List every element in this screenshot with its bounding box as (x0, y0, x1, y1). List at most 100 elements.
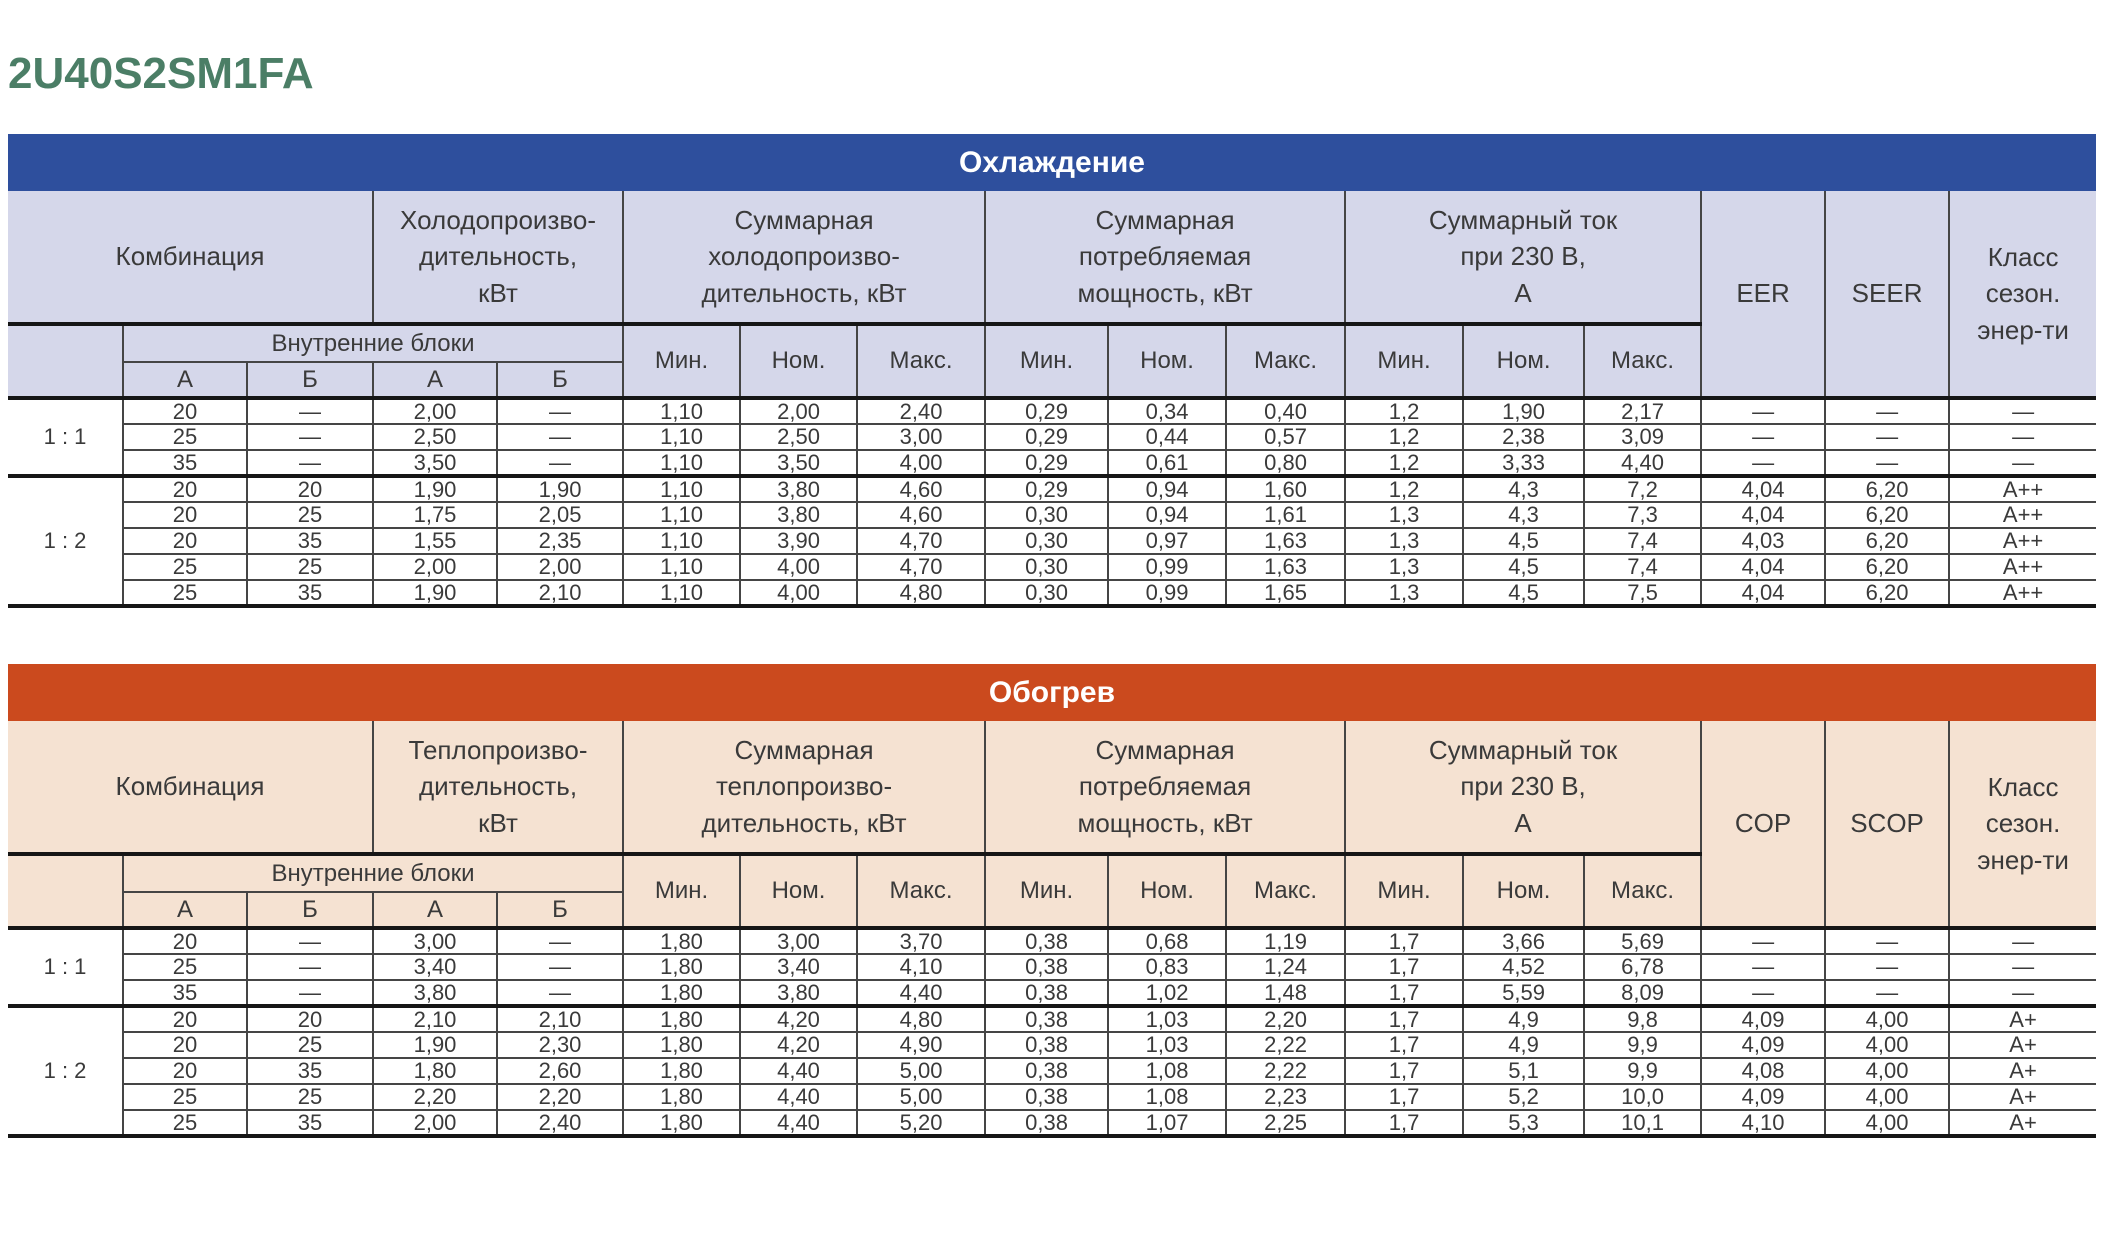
cell: 4,40 (739, 1057, 859, 1086)
cell: 2,22 (1225, 1057, 1347, 1086)
cell: 1,10 (622, 474, 742, 504)
cell: 0,40 (1225, 397, 1347, 426)
cell: 4,08 (1700, 1057, 1827, 1086)
cell: 9,9 (1583, 1031, 1703, 1060)
cell: 1,3 (1344, 501, 1465, 530)
combination-header: Комбинация (8, 191, 375, 327)
cell: 4,00 (1824, 1031, 1951, 1060)
capacity-header: Холодопроизво- дительность, кВт (372, 191, 625, 327)
cell: — (496, 979, 625, 1008)
cell: 1,75 (372, 501, 499, 530)
cell: — (1824, 953, 1951, 982)
cell: 0,94 (1107, 474, 1228, 504)
cell: 6,20 (1824, 501, 1951, 530)
cell: — (1700, 927, 1827, 956)
cell: — (245, 979, 375, 1008)
cell: 20 (123, 501, 248, 530)
cell: — (1948, 449, 2097, 478)
cell: 5,3 (1462, 1109, 1586, 1139)
cell: 3,70 (856, 927, 987, 956)
cell: — (1824, 423, 1951, 452)
cell: — (245, 449, 375, 478)
cell: 1,7 (1344, 1004, 1465, 1034)
cell: A+ (1948, 1004, 2097, 1034)
table-row: 25—2,50—1,10 2,50 3,00 0,29 0,44 0,57 1,2 2,38 3… (8, 423, 2097, 452)
cell: 1,08 (1107, 1083, 1228, 1112)
cell: 5,69 (1583, 927, 1703, 956)
cell: 5,2 (1462, 1083, 1586, 1112)
table-row: 20 35 1,55 2,35 1,10 3,90 4,70 0,30 0,97 1,63 1,3 4… (8, 527, 2097, 556)
header-row-ab: А Б А Б (8, 361, 2096, 401)
cell: 4,9 (1462, 1004, 1586, 1034)
cell: A++ (1948, 527, 2097, 556)
cell: 0,29 (984, 449, 1110, 478)
cell: 0,99 (1107, 579, 1228, 609)
nom-header: Ном. (1107, 323, 1228, 401)
cell: 20 (122, 397, 248, 426)
table-row: 25 35 1,90 2,10 1,10 4,00 4,80 0,30 0,99 1,65 1,3 4… (8, 579, 2097, 609)
total-capacity-header: Суммарная холодопроизво- дительность, кВ… (622, 191, 987, 327)
cell: — (1948, 927, 2097, 956)
cell: 2,17 (1583, 397, 1703, 426)
cell: 4,00 (856, 449, 987, 478)
min-header: Мин. (984, 853, 1110, 931)
min-header: Мин. (1344, 853, 1465, 931)
cell: 7,5 (1583, 579, 1703, 609)
cell: 1,19 (1225, 927, 1347, 956)
unit-b-header: Б (245, 361, 375, 401)
cell: 2,10 (372, 1004, 499, 1034)
header-row-ab: А Б А Б (8, 891, 2096, 931)
cell: 1,08 (1107, 1057, 1228, 1086)
cell: — (496, 953, 625, 982)
cell: 20 (245, 1004, 375, 1034)
cell: 1,90 (1462, 397, 1586, 426)
cell: 1,03 (1107, 1031, 1228, 1060)
min-header: Мин. (622, 323, 742, 401)
cell: 0,38 (984, 1057, 1110, 1086)
cell: 4,04 (1700, 501, 1827, 530)
cell: A++ (1948, 579, 2097, 609)
cop-header: COP (1700, 721, 1827, 931)
capacity-header: Теплопроизво- дительность, кВт (372, 721, 625, 857)
cell: 4,00 (1824, 1083, 1951, 1112)
cell: 25 (245, 1083, 375, 1112)
indoor-units-header: Внутренние блоки (121, 853, 625, 894)
cell: 6,20 (1824, 579, 1951, 609)
total-power-header: Суммарная потребляемая мощность, кВт (984, 191, 1347, 327)
cell: — (1824, 979, 1951, 1008)
cell: 4,04 (1700, 553, 1827, 582)
cooling-table: Комбинация Холодопроизво- дительность, к… (8, 191, 2097, 609)
cell: — (496, 397, 625, 426)
cell: 5,00 (856, 1083, 987, 1112)
cell: 0,30 (984, 579, 1110, 609)
cell: A+ (1948, 1083, 2097, 1112)
cell: 1,7 (1344, 1057, 1465, 1086)
cell: — (245, 953, 375, 982)
cell: 3,00 (739, 927, 859, 956)
energy-class-header: Класс сезон. энер-ти (1948, 721, 2097, 931)
unit-a-header: А (123, 361, 248, 401)
cell: 1,80 (622, 927, 742, 956)
nom-header: Ном. (1462, 853, 1586, 931)
cell: 3,66 (1462, 927, 1586, 956)
cell: A++ (1948, 474, 2097, 504)
cell: — (1700, 979, 1827, 1008)
cell: 0,38 (984, 927, 1110, 956)
cell: 4,00 (739, 553, 859, 582)
cell: — (1948, 397, 2097, 426)
cell: 0,38 (984, 1004, 1110, 1034)
cell: 4,3 (1462, 501, 1586, 530)
cell: 4,09 (1700, 1004, 1827, 1034)
indoor-units-header: Внутренние блоки (121, 323, 625, 364)
cell: 4,04 (1700, 474, 1827, 504)
cell: 35 (245, 1109, 375, 1139)
cell: 1,90 (372, 474, 499, 504)
cell: 6,20 (1824, 474, 1951, 504)
cell: 4,52 (1462, 953, 1586, 982)
cell: — (1948, 979, 2097, 1008)
unit-b-header: Б (496, 891, 624, 931)
cell: — (1824, 397, 1951, 426)
cell: A+ (1948, 1109, 2097, 1139)
unit-a-header: А (123, 891, 248, 931)
cell: 1,3 (1344, 527, 1465, 556)
